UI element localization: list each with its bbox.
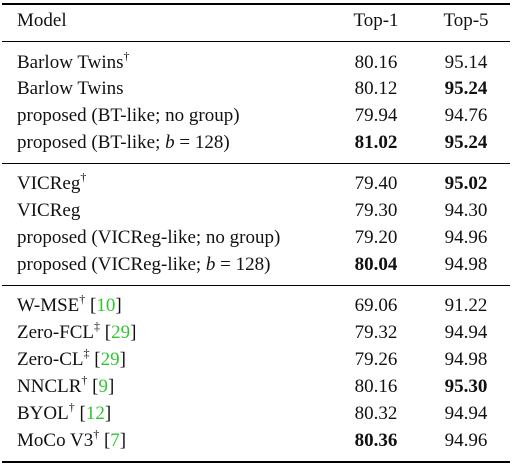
model-name: Barlow Twins <box>17 78 124 99</box>
top5-value: 91.22 <box>444 295 488 316</box>
dagger-mark: † <box>68 400 75 414</box>
top5-value: 94.76 <box>444 105 488 126</box>
top5-value: 94.94 <box>444 322 488 343</box>
table-bottom-rule <box>2 461 510 463</box>
model-name: MoCo V3† [7] <box>17 427 127 451</box>
top5-value: 95.14 <box>444 52 488 73</box>
model-name: Zero-CL‡ [29] <box>17 346 126 370</box>
top1-value: 80.04 <box>354 254 398 275</box>
group-rule <box>2 285 510 286</box>
model-name: proposed (VICReg-like; no group) <box>17 227 281 248</box>
table-row: MoCo V3† [7] 80.36 94.96 <box>0 428 512 454</box>
model-name: Zero-FCL‡ [29] <box>17 319 137 343</box>
model-name: proposed (BT-like; no group) <box>17 105 240 126</box>
top1-value: 80.16 <box>354 52 398 73</box>
model-name: proposed (VICReg-like; b = 128) <box>17 254 271 275</box>
header-top1: Top-1 <box>353 10 399 31</box>
header-model: Model <box>17 10 67 31</box>
header-rule <box>2 41 510 42</box>
top5-value: 94.96 <box>444 227 488 248</box>
model-name: BYOL† [12] <box>17 400 112 424</box>
double-dagger-mark: ‡ <box>83 346 90 360</box>
top5-value: 94.94 <box>444 403 488 424</box>
dagger-mark: † <box>123 49 130 63</box>
header-top5: Top-5 <box>443 10 489 31</box>
group-rule <box>2 163 510 164</box>
model-name: VICReg† <box>17 170 87 194</box>
top1-value: 79.26 <box>354 349 398 370</box>
model-name: W-MSE† [10] <box>17 292 122 316</box>
dagger-mark: † <box>80 170 87 184</box>
table-header-row: Model Top-1 Top-5 <box>0 8 512 34</box>
table-row: NNCLR† [9] 80.16 95.30 <box>0 374 512 400</box>
model-name: Barlow Twins† <box>17 49 130 73</box>
top1-value: 79.30 <box>354 200 398 221</box>
table-row: proposed (BT-like; b = 128) 81.02 95.24 <box>0 130 512 156</box>
table-row: Barlow Twins† 80.16 95.14 <box>0 50 512 76</box>
top5-value: 95.24 <box>444 78 488 99</box>
dagger-mark: † <box>93 427 100 441</box>
table-row: Zero-CL‡ [29] 79.26 94.98 <box>0 347 512 373</box>
table-row: VICReg 79.30 94.30 <box>0 198 512 224</box>
model-name: VICReg <box>17 200 81 221</box>
table-row: proposed (VICReg-like; no group) 79.20 9… <box>0 225 512 251</box>
table-row: proposed (BT-like; no group) 79.94 94.76 <box>0 103 512 129</box>
citation-link: 10 <box>96 295 116 316</box>
top1-value: 79.94 <box>354 105 398 126</box>
citation-link: 7 <box>110 430 120 451</box>
citation-link: 29 <box>111 322 131 343</box>
top5-value: 94.98 <box>444 349 488 370</box>
table-row: W-MSE† [10] 69.06 91.22 <box>0 293 512 319</box>
top5-value: 94.96 <box>444 430 488 451</box>
table-row: Zero-FCL‡ [29] 79.32 94.94 <box>0 320 512 346</box>
top1-value: 80.36 <box>354 430 398 451</box>
citation-link: 9 <box>98 376 108 397</box>
citation-link: 29 <box>100 349 120 370</box>
top5-value: 94.98 <box>444 254 488 275</box>
top5-value: 94.30 <box>444 200 488 221</box>
top1-value: 81.02 <box>354 132 398 153</box>
dagger-mark: † <box>81 373 88 387</box>
table-row: VICReg† 79.40 95.02 <box>0 171 512 197</box>
top1-value: 69.06 <box>354 295 398 316</box>
top5-value: 95.24 <box>444 132 488 153</box>
top1-value: 80.16 <box>354 376 398 397</box>
top5-value: 95.30 <box>444 376 488 397</box>
top1-value: 79.32 <box>354 322 398 343</box>
top5-value: 95.02 <box>444 173 488 194</box>
dagger-mark: † <box>79 292 86 306</box>
table-row: Barlow Twins 80.12 95.24 <box>0 76 512 102</box>
citation-link: 12 <box>85 403 105 424</box>
double-dagger-mark: ‡ <box>94 319 101 333</box>
top1-value: 80.32 <box>354 403 398 424</box>
model-name: proposed (BT-like; b = 128) <box>17 132 230 153</box>
table-row: BYOL† [12] 80.32 94.94 <box>0 401 512 427</box>
table-top-rule <box>2 3 510 5</box>
top1-value: 79.40 <box>354 173 398 194</box>
table-row: proposed (VICReg-like; b = 128) 80.04 94… <box>0 252 512 278</box>
model-name: NNCLR† [9] <box>17 373 115 397</box>
top1-value: 79.20 <box>354 227 398 248</box>
top1-value: 80.12 <box>354 78 398 99</box>
